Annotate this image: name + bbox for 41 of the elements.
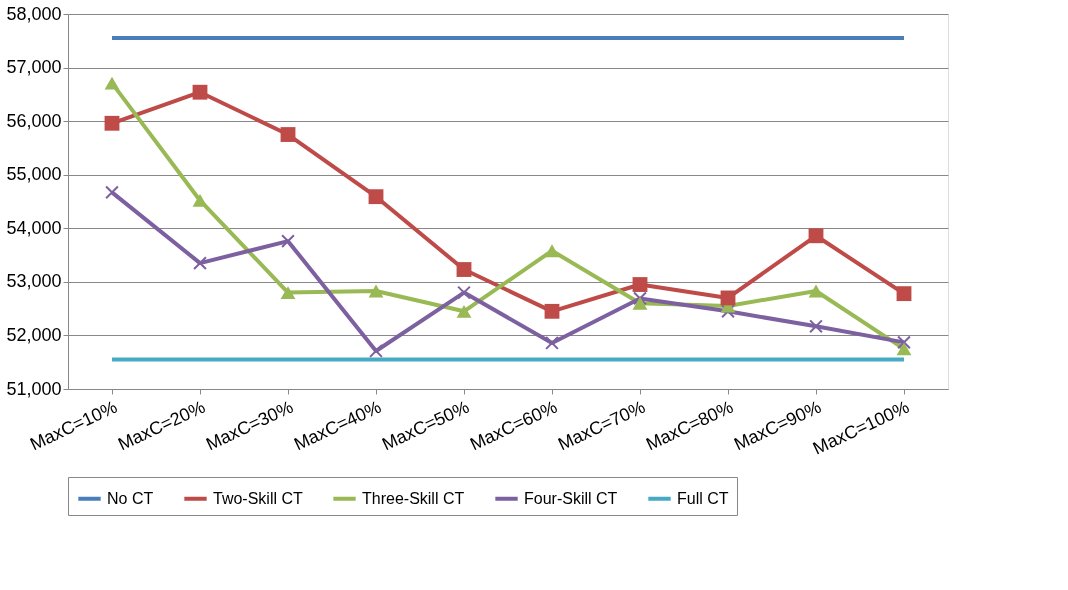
legend-label: Full CT <box>677 489 729 507</box>
point <box>280 286 296 299</box>
point <box>281 234 295 249</box>
point <box>544 244 560 258</box>
y-tick-label: 58,000 <box>6 3 62 24</box>
point <box>192 194 208 207</box>
point <box>632 296 648 310</box>
point <box>808 228 824 244</box>
point <box>368 189 384 205</box>
y-tick-label: 54,000 <box>6 217 62 238</box>
y-tick-label: 52,000 <box>6 324 62 345</box>
point <box>897 335 911 350</box>
y-tick-label: 53,000 <box>6 271 62 292</box>
point <box>104 76 120 90</box>
y-tick-label: 56,000 <box>6 110 62 131</box>
point <box>633 291 647 306</box>
point <box>457 285 471 300</box>
point <box>809 319 823 334</box>
point <box>105 185 119 200</box>
point <box>104 115 120 131</box>
point <box>632 277 648 292</box>
point <box>192 84 208 100</box>
point <box>545 336 559 350</box>
point <box>456 304 472 318</box>
point <box>896 286 912 302</box>
legend-label: Three-Skill CT <box>362 489 465 507</box>
y-tick-label: 55,000 <box>6 164 62 185</box>
point <box>456 262 472 277</box>
point <box>193 256 207 271</box>
point <box>808 284 824 298</box>
point <box>368 284 384 298</box>
point <box>280 127 296 142</box>
legend-label: Two-Skill CT <box>213 489 304 507</box>
point <box>721 304 735 319</box>
legend-label: Four-Skill CT <box>524 489 618 507</box>
point <box>369 344 383 358</box>
point <box>544 303 560 319</box>
y-tick-label: 51,000 <box>6 378 62 399</box>
point <box>896 342 912 356</box>
y-tick-label: 57,000 <box>6 57 62 78</box>
legend-label: No CT <box>107 489 154 507</box>
